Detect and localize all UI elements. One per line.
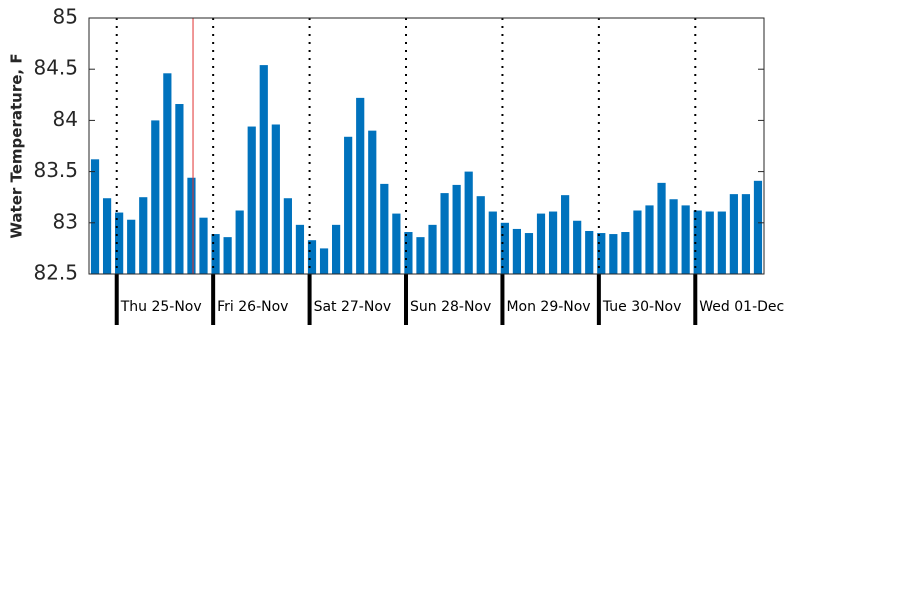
- bar: [247, 126, 256, 274]
- bar: [524, 233, 534, 274]
- bar: [597, 233, 606, 274]
- x-tick-label: Tue 30-Nov: [602, 299, 682, 315]
- y-tick-label: 83.5: [33, 158, 78, 182]
- bar: [705, 211, 714, 274]
- bar: [729, 194, 738, 274]
- bar: [235, 210, 244, 274]
- bar: [681, 205, 690, 274]
- bar: [585, 230, 594, 274]
- y-tick-label: 84.5: [33, 56, 78, 80]
- bar: [741, 194, 751, 274]
- bar: [561, 195, 570, 274]
- bar: [283, 198, 292, 274]
- x-tick-label: Mon 29-Nov: [506, 299, 590, 315]
- y-tick-label: 85: [53, 5, 78, 29]
- bar: [139, 197, 148, 274]
- bar: [536, 213, 546, 274]
- x-tick-label: Thu 25-Nov: [120, 299, 202, 315]
- y-tick-label: 83: [53, 209, 78, 233]
- bar: [464, 171, 473, 274]
- bar: [416, 237, 425, 274]
- bar: [259, 65, 268, 274]
- bar: [500, 222, 509, 274]
- bar: [115, 212, 124, 274]
- bar: [404, 232, 413, 274]
- bar: [187, 177, 196, 274]
- bar: [380, 183, 389, 274]
- bar: [199, 217, 208, 274]
- bar: [368, 130, 377, 274]
- x-tick-label: Sat 27-Nov: [314, 299, 392, 315]
- bar: [428, 224, 437, 274]
- bar: [332, 224, 341, 274]
- y-axis-label: Water Temperature, F: [8, 53, 26, 238]
- bar: [440, 193, 449, 274]
- bar: [211, 234, 220, 274]
- bar: [573, 220, 582, 274]
- bar: [356, 97, 365, 274]
- bar: [476, 196, 485, 274]
- bar: [693, 210, 702, 274]
- bar: [223, 237, 232, 274]
- bar: [645, 205, 654, 274]
- bar: [717, 211, 726, 274]
- bar: [488, 211, 497, 274]
- x-tick-label: Wed 01-Dec: [699, 299, 784, 315]
- x-tick-label: Sun 28-Nov: [410, 299, 491, 315]
- bar: [669, 199, 678, 274]
- bar: [175, 104, 184, 275]
- y-tick-label: 82.5: [33, 261, 78, 285]
- bar: [271, 124, 280, 274]
- bar: [392, 213, 401, 274]
- bar: [344, 136, 353, 274]
- bar: [163, 73, 172, 275]
- bar: [307, 240, 317, 274]
- bar: [102, 198, 112, 274]
- bar: [548, 211, 558, 274]
- bar: [90, 159, 100, 274]
- bar: [512, 228, 521, 274]
- bar: [657, 182, 666, 274]
- x-tick-label: Fri 26-Nov: [217, 299, 288, 315]
- bar: [127, 219, 136, 274]
- bar: [633, 210, 642, 274]
- bar: [452, 184, 461, 274]
- bar: [151, 120, 160, 275]
- bar: [621, 232, 630, 274]
- bar: [319, 248, 329, 274]
- bar: [295, 224, 305, 274]
- y-tick-label: 84: [53, 107, 78, 131]
- bar: [753, 180, 763, 274]
- bar: [609, 234, 618, 274]
- plot-frame: [88, 17, 765, 275]
